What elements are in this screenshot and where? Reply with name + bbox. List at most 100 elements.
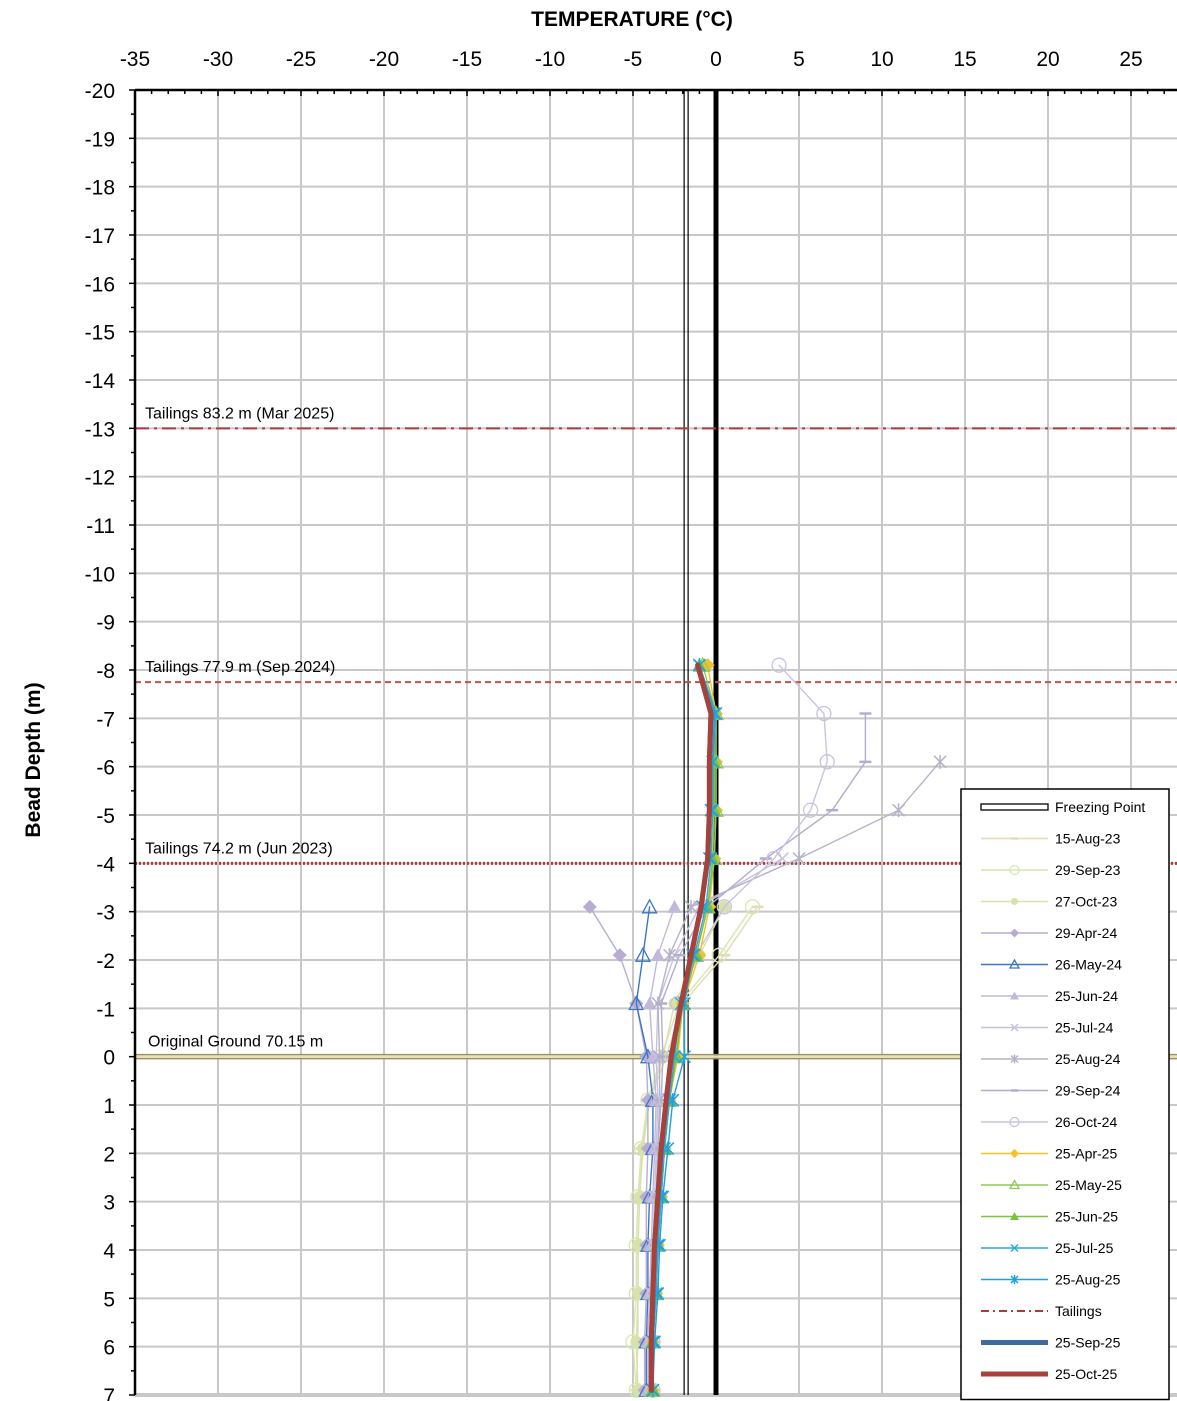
data-point bbox=[1010, 1275, 1019, 1284]
data-point bbox=[1011, 898, 1018, 905]
x-tick-label: 20 bbox=[1036, 48, 1059, 71]
data-point bbox=[1010, 928, 1019, 938]
axes: -35 -30 -25 -20 -15 -10 -5 0 5 10 15 20 25-20-19-18-… bbox=[85, 48, 1177, 1401]
legend-item: 25-Jul-25 bbox=[981, 1240, 1114, 1256]
y-tick-label: -14 bbox=[85, 370, 116, 393]
data-point bbox=[816, 705, 832, 722]
x-tick-label: -5 bbox=[624, 48, 643, 71]
data-point bbox=[662, 948, 677, 963]
reference-line-label: Tailings 74.2 m (Jun 2023) bbox=[145, 840, 333, 857]
legend-item: 25-Apr-25 bbox=[981, 1146, 1117, 1162]
data-point bbox=[612, 948, 627, 963]
data-point bbox=[634, 946, 652, 962]
legend-label: 25-Jul-25 bbox=[1055, 1240, 1114, 1256]
data-point bbox=[1009, 1116, 1020, 1128]
series-29-Apr-24 bbox=[582, 899, 655, 1398]
reference-line-label: Tailings 77.9 m (Sep 2024) bbox=[145, 659, 335, 676]
legend-label: 26-Oct-24 bbox=[1055, 1114, 1117, 1130]
x-tick-label: -15 bbox=[452, 48, 482, 71]
y-tick-label: -20 bbox=[85, 80, 115, 103]
y-tick-label: -7 bbox=[96, 708, 115, 731]
legend-item: 29-Sep-23 bbox=[981, 862, 1121, 878]
data-point bbox=[1008, 1179, 1021, 1190]
data-point bbox=[650, 948, 665, 962]
y-tick-label: -16 bbox=[85, 273, 115, 296]
data-point bbox=[1010, 1054, 1019, 1064]
legend-item: 29-Apr-24 bbox=[981, 925, 1117, 941]
series-layer bbox=[582, 656, 947, 1398]
x-axis-title: TEMPERATURE (°C) bbox=[531, 8, 733, 31]
y-tick-label: -8 bbox=[96, 660, 115, 683]
y-tick-label: 0 bbox=[103, 1047, 115, 1070]
data-point bbox=[1008, 958, 1021, 969]
legend-label: 27-Oct-23 bbox=[1055, 894, 1117, 910]
y-tick-label: -6 bbox=[96, 757, 115, 780]
x-tick-label: 0 bbox=[710, 48, 722, 71]
x-tick-label: -20 bbox=[369, 48, 399, 71]
y-tick-label: 7 bbox=[103, 1385, 115, 1401]
legend-label: 25-Aug-25 bbox=[1055, 1272, 1121, 1288]
y-tick-label: -1 bbox=[96, 998, 115, 1021]
legend-label: Freezing Point bbox=[1055, 799, 1145, 815]
legend-item: 25-Aug-25 bbox=[981, 1272, 1121, 1288]
legend-item: 25-Aug-24 bbox=[981, 1051, 1121, 1067]
legend-item: 26-Oct-24 bbox=[981, 1114, 1117, 1130]
data-point bbox=[933, 754, 947, 769]
data-point bbox=[1010, 991, 1019, 1000]
data-point bbox=[716, 899, 732, 915]
data-point bbox=[802, 802, 819, 818]
legend-item: Tailings bbox=[981, 1303, 1102, 1319]
y-tick-label: -3 bbox=[96, 902, 115, 925]
data-point bbox=[792, 851, 806, 866]
legend-label: 25-Apr-25 bbox=[1055, 1146, 1117, 1162]
reference-line-label: Tailings 83.2 m (Mar 2025) bbox=[145, 405, 334, 422]
legend-item: 25-May-25 bbox=[981, 1177, 1122, 1193]
series-25-Oct-25 bbox=[648, 662, 714, 1393]
legend-item: 25-Jun-25 bbox=[981, 1209, 1118, 1225]
data-point bbox=[1010, 1023, 1019, 1032]
y-tick-label: 6 bbox=[103, 1337, 115, 1360]
data-point bbox=[771, 657, 787, 673]
data-point bbox=[642, 996, 657, 1010]
y-tick-label: 4 bbox=[103, 1240, 115, 1263]
x-tick-label: 15 bbox=[953, 48, 976, 71]
legend-label: 29-Sep-24 bbox=[1055, 1083, 1121, 1099]
data-point bbox=[677, 1049, 691, 1064]
data-point bbox=[684, 899, 698, 914]
y-tick-label: -11 bbox=[86, 515, 115, 538]
data-point bbox=[630, 1335, 643, 1348]
legend-item: 15-Aug-23 bbox=[981, 831, 1121, 847]
y-tick-label: -2 bbox=[96, 950, 115, 973]
reference-lines: Tailings 83.2 m (Mar 2025) Tailings 77.9 … bbox=[135, 90, 1177, 1395]
legend-label: 25-Sep-25 bbox=[1055, 1335, 1121, 1351]
series-25-Aug-24 bbox=[643, 754, 947, 1398]
data-point bbox=[641, 898, 658, 914]
x-tick-label: 5 bbox=[793, 48, 805, 71]
y-tick-label: -17 bbox=[85, 225, 115, 248]
legend-item: 26-May-24 bbox=[981, 957, 1122, 973]
x-tick-label: -10 bbox=[535, 48, 565, 71]
legend-label: 25-May-25 bbox=[1055, 1177, 1122, 1193]
data-point bbox=[582, 899, 597, 914]
legend-label: 25-Oct-25 bbox=[1055, 1366, 1117, 1382]
reference-line-label: Original Ground 70.15 m bbox=[148, 1034, 323, 1051]
legend-item: 29-Sep-24 bbox=[981, 1083, 1121, 1099]
legend-item: Freezing Point bbox=[980, 799, 1145, 815]
data-point bbox=[766, 850, 782, 867]
x-tick-label: 10 bbox=[870, 48, 893, 71]
y-tick-label: -12 bbox=[85, 467, 115, 490]
data-point bbox=[628, 995, 645, 1011]
data-point bbox=[711, 947, 727, 963]
series-line bbox=[648, 662, 714, 1393]
data-point bbox=[744, 899, 761, 915]
legend-item: 27-Oct-23 bbox=[981, 894, 1117, 910]
y-tick-label: 5 bbox=[103, 1288, 115, 1311]
legend-swatch bbox=[980, 803, 1049, 811]
data-point bbox=[775, 851, 789, 866]
legend-label: 26-May-24 bbox=[1055, 957, 1122, 973]
legend: Freezing Point 15-Aug-23 29-Sep-23 27-Oct-2… bbox=[960, 788, 1170, 1401]
y-tick-label: -18 bbox=[85, 177, 115, 200]
x-tick-label: 25 bbox=[1119, 48, 1142, 71]
legend-item: 25-Jul-24 bbox=[981, 1020, 1114, 1036]
